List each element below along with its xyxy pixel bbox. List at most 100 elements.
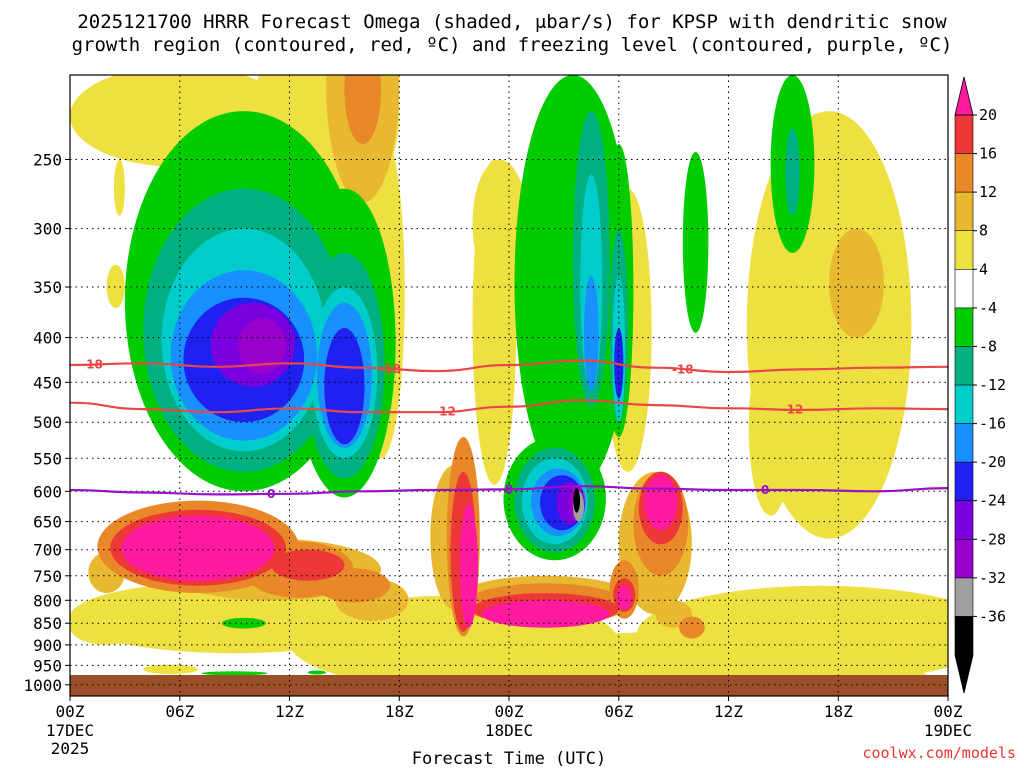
omega-region-46: [459, 503, 478, 628]
gridlines: [69, 75, 949, 696]
y-tick-label-550: 550: [33, 449, 62, 468]
omega-region-48: [644, 475, 678, 531]
x-tick-date-48: 19DEC: [924, 721, 972, 740]
omega-region-45: [121, 515, 275, 581]
omega-region-67: [785, 127, 800, 216]
credit-text: coolwx.com/models: [862, 744, 1016, 762]
colorbar-segment-4: [954, 268, 974, 309]
dgz-contour-0-line: [70, 359, 948, 374]
omega-region-14: [472, 159, 528, 287]
omega-shading: [70, 75, 948, 696]
omega-region-37: [679, 616, 705, 639]
omega-region-78: [324, 328, 365, 445]
x-tick-date-0: 17DEC: [46, 721, 94, 740]
omega-region-49: [616, 585, 632, 610]
colorbar-label-9: -20: [979, 453, 1006, 471]
colorbar-segment-8: [954, 423, 974, 464]
omega-region-76: [584, 276, 599, 391]
omega-region-17: [463, 640, 647, 674]
colorbar-bottom-arrow: [954, 654, 974, 694]
y-tick-label-600: 600: [33, 482, 62, 501]
colorbar-label-10: -24: [979, 492, 1006, 510]
omega-region-3: [70, 580, 400, 654]
colorbar-label-2: 12: [979, 183, 997, 201]
colorbar-segment-9: [954, 461, 974, 502]
omega-region-12: [106, 264, 125, 309]
omega-region-61: [307, 670, 326, 675]
omega-region-51: [143, 664, 199, 674]
y-tick-label-250: 250: [33, 151, 62, 170]
omega-region-47: [481, 600, 610, 628]
dgz-contour-1-label-0: -12: [434, 405, 456, 419]
x-axis-title: Forecast Time (UTC): [412, 749, 606, 768]
y-tick-label-850: 850: [33, 614, 62, 633]
x-tick-year-0: 2025: [51, 739, 90, 758]
colorbar-label-7: -12: [979, 376, 1006, 394]
colorbar-label-6: -8: [979, 337, 997, 355]
y-tick-label-350: 350: [33, 278, 62, 297]
colorbar-segment-7: [954, 384, 974, 425]
omega-region-16: [748, 337, 793, 516]
y-tick-label-800: 800: [33, 591, 62, 610]
colorbar-segment-5: [954, 307, 974, 348]
colorbar-segment-12: [954, 577, 974, 618]
chart-title-line1: 2025121700 HRRR Forecast Omega (shaded, …: [77, 11, 947, 33]
x-tick-label-6: 06Z: [165, 702, 194, 721]
omega-region-83: [238, 318, 286, 374]
colorbar-segment-2: [954, 191, 974, 232]
x-tick-label-48: 00Z: [934, 702, 963, 721]
colorbar-label-0: 20: [979, 106, 997, 124]
freezing-level-contour-label-0: 0: [267, 487, 275, 501]
omega-region-39: [271, 549, 345, 581]
x-tick-label-18: 18Z: [385, 702, 414, 721]
colorbar-label-12: -32: [979, 569, 1006, 587]
x-tick-label-30: 06Z: [604, 702, 633, 721]
colorbar-segment-13: [954, 616, 974, 656]
y-tick-label-1000: 1000: [23, 676, 62, 695]
omega-region-59: [221, 617, 266, 629]
dgz-contour-0-label-1: -18: [379, 362, 401, 376]
x-tick-label-36: 12Z: [714, 702, 743, 721]
dgz-contour-1-line: [70, 399, 948, 414]
colorbar-label-3: 8: [979, 222, 988, 240]
omega-region-4: [70, 609, 144, 645]
x-tick-label-0: 00Z: [56, 702, 85, 721]
y-tick-label-900: 900: [33, 636, 62, 655]
colorbar-label-1: 16: [979, 145, 997, 163]
omega-region-86: [573, 488, 580, 513]
x-tick-label-42: 18Z: [824, 702, 853, 721]
freezing-level-contour-label-1: 0: [505, 482, 513, 496]
colorbar-label-5: -4: [979, 299, 997, 317]
omega-region-2: [637, 585, 948, 681]
y-tick-label-450: 450: [33, 373, 62, 392]
colorbar-segment-0: [954, 114, 974, 155]
omega-region-57: [682, 151, 709, 333]
omega-region-36: [344, 75, 381, 145]
y-tick-label-500: 500: [33, 413, 62, 432]
colorbar-segment-3: [954, 230, 974, 271]
colorbar-segment-11: [954, 538, 974, 579]
x-tick-label-24: 00Z: [495, 702, 524, 721]
colorbar-label-4: 4: [979, 260, 988, 278]
colorbar-segment-1: [954, 153, 974, 194]
y-tick-label-750: 750: [33, 567, 62, 586]
omega-region-30: [316, 568, 391, 603]
omega-region-60: [201, 671, 268, 676]
colorbar-segment-10: [954, 500, 974, 541]
omega-region-13: [113, 159, 125, 216]
colorbar-label-11: -28: [979, 530, 1006, 548]
freezing-level-contour-line: [70, 485, 948, 496]
colorbar-top-arrow: [954, 76, 974, 116]
omega-region-19: [829, 228, 884, 338]
colorbar-label-13: -36: [979, 607, 1006, 625]
y-tick-label-400: 400: [33, 329, 62, 348]
y-tick-label-300: 300: [33, 220, 62, 239]
y-tick-label-700: 700: [33, 541, 62, 560]
colorbar: 20 16 12 8 4 -4 -8 -12 -16 -20 -24 -28 -32 -36: [954, 76, 1006, 694]
contours: -18 -18 -18 -12 -12 0 0 0: [70, 358, 948, 501]
y-axis: 250 300 350 400 450 500 550 600 650 700 750 800 850 9…: [23, 151, 70, 695]
x-tick-label-12: 12Z: [275, 702, 304, 721]
colorbar-segment-6: [954, 346, 974, 386]
